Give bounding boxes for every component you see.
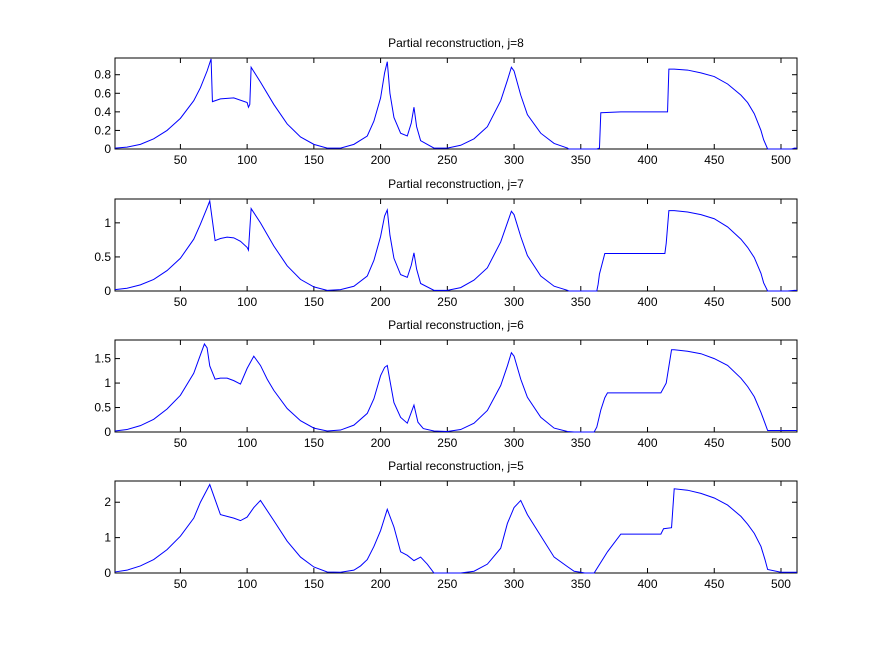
x-tick-label: 150 bbox=[304, 577, 324, 591]
x-tick-label: 100 bbox=[237, 295, 257, 309]
subplot-j5: Partial reconstruction, j=5 50 100 150 200 2… bbox=[104, 459, 798, 591]
x-tick-label: 200 bbox=[371, 436, 391, 450]
y-tick-label: 1.5 bbox=[94, 352, 111, 366]
y-tick-label: 1 bbox=[104, 216, 111, 230]
x-tick-label: 350 bbox=[571, 436, 591, 450]
x-tick-label: 150 bbox=[304, 295, 324, 309]
x-tick-label: 350 bbox=[571, 577, 591, 591]
y-tick-label: 0.6 bbox=[94, 86, 111, 100]
subplot-title: Partial reconstruction, j=5 bbox=[388, 459, 524, 473]
x-tick-label: 50 bbox=[174, 436, 188, 450]
y-tick-label: 0.5 bbox=[94, 250, 111, 264]
y-tick-label: 2 bbox=[104, 495, 111, 509]
x-tick-label: 200 bbox=[371, 295, 391, 309]
axis-ticks: 50 100 150 200 250 300 350 400 450 500 0 0.2 0.4 0.6 0… bbox=[94, 58, 797, 167]
y-tick-label: 1 bbox=[104, 376, 111, 390]
x-tick-label: 300 bbox=[504, 153, 524, 167]
y-tick-label: 1 bbox=[104, 531, 111, 545]
x-tick-label: 150 bbox=[304, 436, 324, 450]
x-tick-label: 350 bbox=[571, 153, 591, 167]
x-tick-label: 300 bbox=[504, 577, 524, 591]
x-tick-label: 450 bbox=[704, 295, 724, 309]
x-tick-label: 450 bbox=[704, 153, 724, 167]
x-tick-label: 250 bbox=[437, 153, 457, 167]
y-tick-label: 0 bbox=[104, 142, 111, 156]
axes-frame bbox=[114, 339, 798, 433]
axes-frame bbox=[114, 480, 798, 574]
x-tick-label: 100 bbox=[237, 436, 257, 450]
axis-ticks: 50 100 150 200 250 300 350 400 450 500 0 1 2 bbox=[104, 481, 797, 591]
y-tick-label: 0 bbox=[104, 566, 111, 580]
subplot-j7: Partial reconstruction, j=7 50 100 150 200 2… bbox=[94, 177, 798, 309]
series-line bbox=[114, 483, 797, 574]
axes-frame bbox=[114, 198, 798, 292]
x-tick-label: 400 bbox=[638, 436, 658, 450]
x-tick-label: 500 bbox=[771, 577, 791, 591]
axis-ticks: 50 100 150 200 250 300 350 400 450 500 0 0.5 1 bbox=[94, 199, 797, 309]
y-tick-label: 0.8 bbox=[94, 68, 111, 82]
x-tick-label: 500 bbox=[771, 295, 791, 309]
y-tick-label: 0 bbox=[104, 284, 111, 298]
subplot-title: Partial reconstruction, j=8 bbox=[388, 36, 524, 50]
x-tick-label: 50 bbox=[174, 295, 188, 309]
x-tick-label: 500 bbox=[771, 436, 791, 450]
x-tick-label: 100 bbox=[237, 577, 257, 591]
x-tick-label: 100 bbox=[237, 153, 257, 167]
subplot-j8: Partial reconstruction, j=8 50 100 150 200 2… bbox=[94, 36, 798, 167]
y-tick-label: 0 bbox=[104, 425, 111, 439]
x-tick-label: 350 bbox=[571, 295, 591, 309]
series-line bbox=[114, 58, 797, 150]
y-tick-label: 0.2 bbox=[94, 123, 111, 137]
axes-frame bbox=[114, 57, 798, 150]
x-tick-label: 450 bbox=[704, 577, 724, 591]
x-tick-label: 300 bbox=[504, 295, 524, 309]
subplot-title: Partial reconstruction, j=6 bbox=[388, 318, 524, 332]
x-tick-label: 250 bbox=[437, 436, 457, 450]
x-tick-label: 50 bbox=[174, 153, 188, 167]
x-tick-label: 500 bbox=[771, 153, 791, 167]
x-tick-label: 50 bbox=[174, 577, 188, 591]
x-tick-label: 400 bbox=[638, 295, 658, 309]
subplot-j6: Partial reconstruction, j=6 50 100 150 200 2… bbox=[94, 318, 798, 450]
y-tick-label: 0.5 bbox=[94, 401, 111, 415]
x-tick-label: 250 bbox=[437, 295, 457, 309]
x-tick-label: 450 bbox=[704, 436, 724, 450]
x-tick-label: 400 bbox=[638, 153, 658, 167]
x-tick-label: 250 bbox=[437, 577, 457, 591]
x-tick-label: 400 bbox=[638, 577, 658, 591]
x-tick-label: 300 bbox=[504, 436, 524, 450]
y-tick-label: 0.4 bbox=[94, 105, 111, 119]
axis-ticks: 50 100 150 200 250 300 350 400 450 500 0 0.5 1 1.5 bbox=[94, 340, 797, 450]
x-tick-label: 200 bbox=[371, 577, 391, 591]
series-line bbox=[114, 342, 797, 433]
subplot-title: Partial reconstruction, j=7 bbox=[388, 177, 524, 191]
x-tick-label: 150 bbox=[304, 153, 324, 167]
series-line bbox=[114, 199, 797, 292]
x-tick-label: 200 bbox=[371, 153, 391, 167]
